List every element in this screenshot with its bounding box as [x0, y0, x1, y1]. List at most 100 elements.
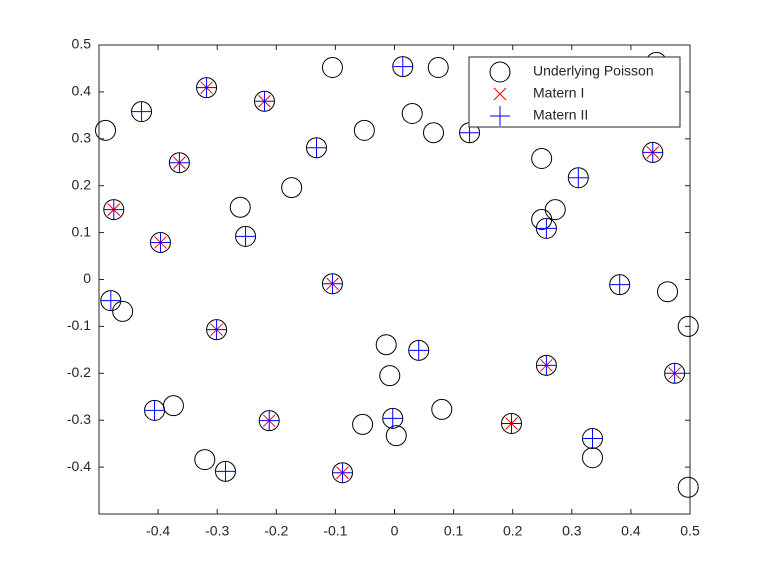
marker	[657, 281, 679, 303]
plus	[392, 56, 413, 77]
marker	[332, 462, 353, 483]
legend-marker	[490, 106, 510, 126]
legend-label: Matern I	[533, 85, 584, 101]
circle	[423, 122, 445, 144]
marker	[206, 319, 227, 340]
marker	[642, 142, 663, 163]
circle	[544, 199, 566, 221]
plus	[408, 340, 429, 361]
plus	[382, 408, 403, 429]
plus	[501, 413, 522, 434]
plus	[235, 226, 256, 247]
x-tick-label: -0.1	[323, 523, 347, 539]
marker	[259, 410, 280, 431]
plus	[536, 218, 557, 239]
marker	[306, 137, 327, 158]
marker	[235, 226, 256, 247]
y-tick-label: -0.4	[67, 458, 91, 474]
x-tick-label: 0.4	[621, 523, 641, 539]
marker	[169, 152, 190, 173]
marker	[382, 408, 403, 429]
plus	[254, 91, 275, 112]
legend-label: Underlying Poisson	[533, 63, 654, 79]
plus	[490, 106, 510, 126]
plus	[332, 462, 353, 483]
marker	[321, 57, 343, 79]
circle	[427, 57, 449, 79]
marker	[392, 56, 413, 77]
marker	[194, 449, 216, 471]
marker	[536, 218, 557, 239]
marker	[95, 119, 117, 141]
marker	[322, 273, 343, 294]
plus	[131, 101, 152, 122]
legend-marker	[489, 61, 511, 83]
plus	[306, 137, 327, 158]
y-tick-label: 0.4	[72, 83, 92, 99]
plus	[196, 77, 217, 98]
plus	[206, 319, 227, 340]
y-tick-label: 0.2	[72, 176, 92, 192]
x-tick-label: 0	[391, 523, 399, 539]
y-tick-label: 0	[83, 270, 91, 286]
x-tick-label: 0.1	[444, 523, 464, 539]
legend-marker	[493, 87, 507, 101]
marker	[103, 199, 124, 220]
marker	[427, 57, 449, 79]
x-tick-label: -0.2	[264, 523, 288, 539]
plus	[664, 363, 685, 384]
marker	[150, 232, 171, 253]
plus	[322, 273, 343, 294]
plus	[144, 400, 165, 421]
marker	[568, 167, 589, 188]
circle	[229, 196, 251, 218]
y-tick-label: 0.5	[72, 36, 92, 52]
marker	[664, 363, 685, 384]
circle	[677, 315, 699, 337]
marker	[536, 355, 557, 376]
marker	[196, 77, 217, 98]
x-tick-label: 0.2	[503, 523, 523, 539]
circle	[489, 61, 511, 83]
marker	[379, 365, 401, 387]
marker	[423, 122, 445, 144]
marker	[531, 147, 553, 169]
circle	[352, 413, 374, 435]
cross	[493, 87, 507, 101]
circle	[531, 147, 553, 169]
plus	[582, 428, 603, 449]
y-tick-label: -0.1	[67, 317, 91, 333]
marker	[100, 290, 121, 311]
circle	[95, 119, 117, 141]
y-tick-label: -0.2	[67, 364, 91, 380]
legend-label: Matern II	[533, 107, 588, 123]
circle	[281, 177, 303, 199]
x-tick-label: 0.3	[562, 523, 582, 539]
plus	[609, 274, 630, 295]
plus	[100, 290, 121, 311]
circle	[379, 365, 401, 387]
circle	[112, 300, 134, 322]
plus	[215, 461, 236, 482]
circle	[657, 281, 679, 303]
marker	[229, 196, 251, 218]
x-tick-label: -0.4	[146, 523, 170, 539]
marker	[353, 119, 375, 141]
circle	[385, 425, 407, 447]
plus	[150, 232, 171, 253]
plus	[259, 410, 280, 431]
x-tick-label: -0.3	[205, 523, 229, 539]
plus	[642, 142, 663, 163]
marker	[215, 461, 236, 482]
y-tick-label: 0.1	[72, 223, 92, 239]
circle	[353, 119, 375, 141]
marker	[375, 334, 397, 356]
legend: Underlying Poisson Matern I Matern II	[468, 56, 681, 128]
marker	[609, 274, 630, 295]
marker	[112, 300, 134, 322]
marker	[408, 340, 429, 361]
marker	[401, 102, 423, 124]
marker	[501, 413, 522, 434]
circle	[194, 449, 216, 471]
